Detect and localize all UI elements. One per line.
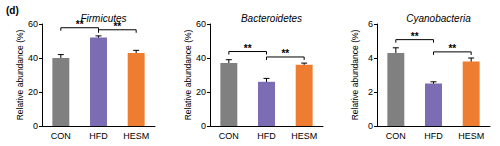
svg-text:20: 20 — [28, 87, 38, 97]
svg-text:40: 40 — [28, 53, 38, 63]
svg-text:HESM: HESM — [123, 131, 149, 141]
svg-text:**: ** — [411, 31, 419, 42]
svg-text:60: 60 — [28, 19, 38, 29]
svg-text:6: 6 — [368, 19, 373, 29]
svg-text:HESM: HESM — [291, 131, 317, 141]
svg-text:HESM: HESM — [458, 131, 484, 141]
svg-text:CON: CON — [386, 131, 406, 141]
svg-text:(d): (d) — [6, 5, 19, 16]
svg-text:60: 60 — [196, 19, 206, 29]
svg-text:Cyanobacteria: Cyanobacteria — [406, 13, 471, 24]
svg-text:Relative abundance (%): Relative abundance (%) — [15, 29, 25, 120]
svg-text:HFD: HFD — [89, 131, 108, 141]
svg-text:Relative abundance (%): Relative abundance (%) — [183, 29, 193, 120]
svg-text:40: 40 — [196, 53, 206, 63]
svg-text:4: 4 — [368, 53, 373, 63]
svg-text:Relative abundance (%): Relative abundance (%) — [350, 29, 360, 120]
svg-text:HFD: HFD — [424, 131, 443, 141]
svg-text:2: 2 — [368, 87, 373, 97]
svg-text:20: 20 — [196, 87, 206, 97]
svg-text:Bacteroidetes: Bacteroidetes — [241, 13, 302, 24]
svg-text:**: ** — [448, 43, 456, 54]
svg-text:HFD: HFD — [257, 131, 276, 141]
svg-text:0: 0 — [33, 121, 38, 131]
svg-text:0: 0 — [201, 121, 206, 131]
svg-text:**: ** — [244, 43, 252, 54]
svg-text:**: ** — [281, 48, 289, 59]
svg-text:CON: CON — [51, 131, 71, 141]
svg-text:0: 0 — [368, 121, 373, 131]
svg-text:CON: CON — [219, 131, 239, 141]
svg-text:Firmicutes: Firmicutes — [80, 13, 126, 24]
